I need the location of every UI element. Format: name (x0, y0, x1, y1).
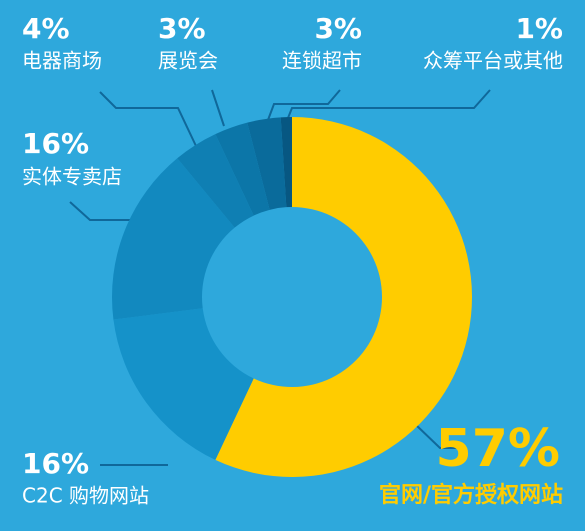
value-label: 1% (515, 12, 563, 45)
leader-line (99, 91, 197, 147)
value-label: 4% (22, 12, 70, 45)
donut-segment (215, 117, 473, 477)
category-label: C2C 购物网站 (22, 484, 149, 508)
donut-segment (177, 134, 254, 228)
donut-segment (113, 308, 254, 460)
category-label: 展览会 (158, 49, 218, 73)
leader-line (267, 89, 341, 121)
donut-segment (215, 122, 270, 216)
value-label: 16% (22, 127, 89, 160)
leader-line (69, 201, 132, 221)
category-label: 连锁超市 (282, 49, 362, 73)
leader-line (414, 423, 458, 449)
donut-segment (247, 117, 287, 210)
leader-lines (69, 89, 491, 466)
leader-line (211, 89, 225, 127)
category-label: 众筹平台或其他 (423, 49, 563, 73)
donut-segment (280, 117, 292, 208)
category-label: 电器商场 (22, 49, 102, 73)
leader-line (287, 89, 491, 119)
category-label: 实体专卖店 (22, 165, 122, 189)
value-label: 57% (436, 419, 560, 479)
value-label: 16% (22, 447, 89, 480)
value-label: 3% (158, 12, 206, 45)
value-label: 3% (314, 12, 362, 45)
category-label: 官网/官方授权网站 (379, 482, 563, 508)
donut-segment (112, 158, 235, 320)
